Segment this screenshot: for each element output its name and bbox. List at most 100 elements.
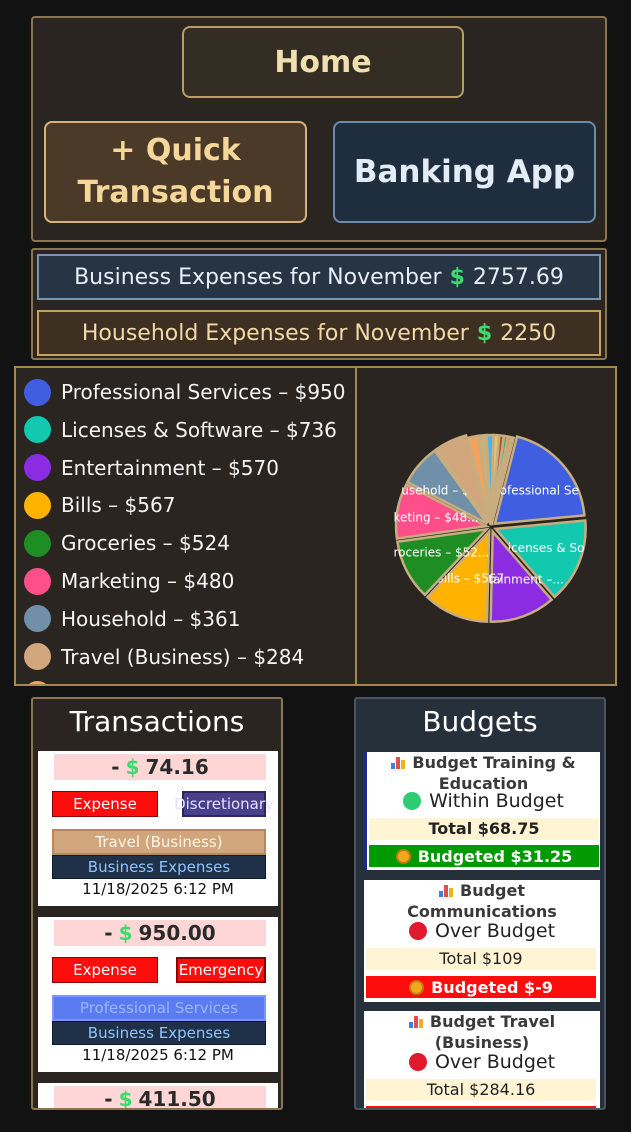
pie-chart-area: Professional Se Licenses & So Entertainmen…: [357, 368, 617, 684]
legend-item[interactable]: Bills – $567: [24, 490, 175, 520]
legend-item[interactable]: Entertainment – $570: [24, 453, 279, 483]
budget-budgeted: Budgeted $31.25: [369, 845, 599, 867]
pie-slice[interactable]: [405, 448, 489, 525]
pie-slice[interactable]: [489, 528, 554, 623]
transaction-card[interactable]: - $ 411.50: [38, 1083, 278, 1110]
pie-slice[interactable]: [394, 482, 491, 541]
amount-sign: -: [111, 755, 120, 779]
bar-chart-icon: [408, 1015, 424, 1028]
budgeted-text: Budgeted $31.25: [417, 846, 573, 866]
amount-value: 411.50: [138, 1087, 216, 1110]
dollar-icon: $: [449, 264, 465, 290]
pie-slice[interactable]: [396, 527, 490, 597]
legend-label: Travel (Business) – $284: [61, 644, 305, 669]
budgets-panel: Budgets Budget Training & Education With…: [354, 697, 606, 1110]
budget-budgeted: [366, 1106, 596, 1108]
quick-transaction-button[interactable]: + Quick Transaction: [44, 121, 307, 223]
household-expenses-summary[interactable]: Household Expenses for November $ 2250: [37, 310, 601, 356]
transaction-priority-tag: Discretionary: [174, 791, 274, 817]
budget-name-text: Budget Training & Education: [412, 753, 576, 793]
legend-item[interactable]: Household – $361: [24, 604, 240, 634]
pie-slice[interactable]: [493, 435, 586, 526]
transactions-panel: Transactions - $ 74.16 Expense Discretio…: [31, 697, 283, 1110]
legend-color-swatch: [24, 454, 51, 482]
pie-slice-label: roceries – $52...: [393, 546, 489, 560]
legend-color-swatch: [24, 378, 51, 406]
transaction-group-tag: Business Expenses: [52, 855, 266, 879]
legend-label: Household – $361: [61, 606, 241, 631]
legend-item[interactable]: Groceries – $524: [24, 528, 230, 558]
pie-slice[interactable]: [425, 528, 491, 623]
pie-slice[interactable]: [434, 433, 491, 524]
amount-sign: -: [104, 921, 113, 945]
legend-label: Licenses & Software – $736: [61, 417, 337, 442]
budget-total: Total $284.16: [366, 1079, 596, 1101]
chart-divider: [355, 368, 357, 684]
budgeted-text: Budgeted $-9: [431, 977, 553, 997]
budget-card[interactable]: Budget Travel (Business) Over Budget Tot…: [364, 1011, 600, 1108]
bar-chart-icon: [391, 756, 406, 769]
legend-item[interactable]: Licenses & Software – $736: [24, 415, 337, 445]
budget-status-text: Within Budget: [429, 790, 564, 812]
transaction-card[interactable]: - $ 950.00 Expense Emergency Professiona…: [38, 917, 278, 1072]
pie-slice-label: Licenses & So: [501, 541, 584, 555]
bar-chart-icon: [439, 884, 454, 897]
legend-color-swatch: [24, 567, 51, 595]
budget-status: Within Budget: [367, 790, 600, 812]
dollar-icon: $: [118, 1087, 133, 1110]
budget-status: Over Budget: [364, 1051, 600, 1073]
budget-name: Budget Training & Education: [367, 752, 600, 794]
legend-label: Groceries – $524: [61, 531, 230, 556]
legend-color-swatch: [24, 416, 51, 444]
transaction-category-tag: Travel (Business): [52, 829, 266, 855]
transaction-date: 11/18/2025 6:12 PM: [82, 1046, 234, 1064]
amount-sign: -: [104, 1087, 113, 1110]
transaction-priority-tag: Emergency: [176, 957, 266, 983]
legend-label: Entertainment – $570: [61, 455, 279, 480]
coin-icon: [395, 848, 411, 864]
pie-slice-label: Bills – $567: [436, 572, 505, 586]
transaction-card[interactable]: - $ 74.16 Expense Discretionary Travel (…: [38, 751, 278, 906]
legend-item[interactable]: [24, 679, 61, 684]
pie-slice-label: keting – $48...: [393, 510, 478, 524]
budget-card[interactable]: Budget Communications Over Budget Total …: [364, 880, 600, 1002]
amount-value: 74.16: [145, 755, 209, 779]
legend-item[interactable]: Travel (Business) – $284: [24, 642, 304, 672]
budgets-title: Budgets: [422, 705, 538, 738]
business-expenses-amount: 2757.69: [472, 264, 564, 290]
chart-legend: Professional Services – $950 Licenses & S…: [16, 368, 356, 684]
banking-app-button[interactable]: Banking App: [333, 121, 596, 223]
transaction-type-tag: Expense: [52, 957, 158, 983]
expense-chart-panel: Professional Services – $950 Licenses & S…: [14, 366, 617, 686]
budget-name-text: Budget Travel (Business): [429, 1012, 556, 1052]
legend-label: Professional Services – $950: [61, 380, 346, 404]
legend-item[interactable]: Professional Services – $950: [24, 377, 346, 407]
legend-color-swatch: [24, 643, 51, 671]
budget-status: Over Budget: [364, 920, 600, 942]
dollar-icon: $: [118, 921, 133, 945]
expense-summary-panel: Business Expenses for November $ 2757.69…: [31, 248, 607, 360]
status-dot-icon: [403, 792, 422, 810]
legend-label: Marketing – $480: [61, 569, 235, 593]
budget-name: Budget Travel (Business): [364, 1011, 600, 1053]
business-expenses-summary[interactable]: Business Expenses for November $ 2757.69: [37, 254, 601, 300]
home-button[interactable]: Home: [182, 26, 464, 98]
transactions-title: Transactions: [69, 705, 245, 738]
household-expenses-label: Household Expenses for November: [81, 320, 469, 346]
coin-icon: [409, 979, 425, 995]
budget-status-text: Over Budget: [434, 920, 556, 942]
legend-item[interactable]: Marketing – $480: [24, 566, 234, 596]
budget-name: Budget Communications: [364, 880, 600, 922]
transaction-amount: - $ 74.16: [54, 754, 266, 780]
pie-slice[interactable]: [493, 519, 587, 599]
legend-color-swatch: [24, 680, 51, 684]
budget-budgeted: Budgeted $-9: [366, 976, 596, 998]
transaction-category-tag: Professional Services: [52, 995, 266, 1021]
legend-color-swatch: [24, 605, 51, 633]
budget-card[interactable]: Budget Training & Education Within Budge…: [364, 752, 600, 870]
pie-slice[interactable]: [490, 435, 516, 526]
pie-slice-label: Professional Se: [488, 484, 579, 498]
legend-color-swatch: [24, 491, 51, 519]
budget-name-text: Budget Communications: [407, 881, 557, 921]
